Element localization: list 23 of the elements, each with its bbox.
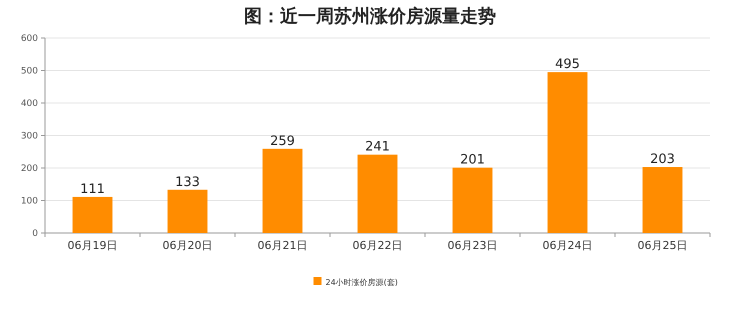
xtick: 06月19日 [68,239,118,252]
ytick: 0 [32,229,38,239]
data-label: 133 [175,174,200,190]
ytick: 300 [20,132,38,142]
ytick: 500 [20,66,38,76]
ytick: 100 [20,196,38,206]
data-label: 111 [80,182,105,197]
title: 图：近一周苏州涨价房源量走势 [244,6,496,27]
xtick: 06月23日 [448,239,498,252]
xtick: 06月21日 [258,239,308,252]
legend-label: 24小时涨价房源(套) [326,278,398,287]
data-label: 495 [555,57,580,72]
data-label: 203 [650,152,675,168]
xtick: 06月24日 [542,239,592,252]
ytick: 600 [20,34,38,44]
xtick: 06月20日 [162,239,212,252]
data-label: 201 [460,152,485,168]
ytick: 400 [20,99,38,109]
ytick: 200 [20,164,38,174]
data-label: 259 [270,134,295,149]
xtick: 06月25日 [638,239,688,252]
xtick: 06月22日 [352,239,402,252]
data-label: 241 [365,140,390,155]
